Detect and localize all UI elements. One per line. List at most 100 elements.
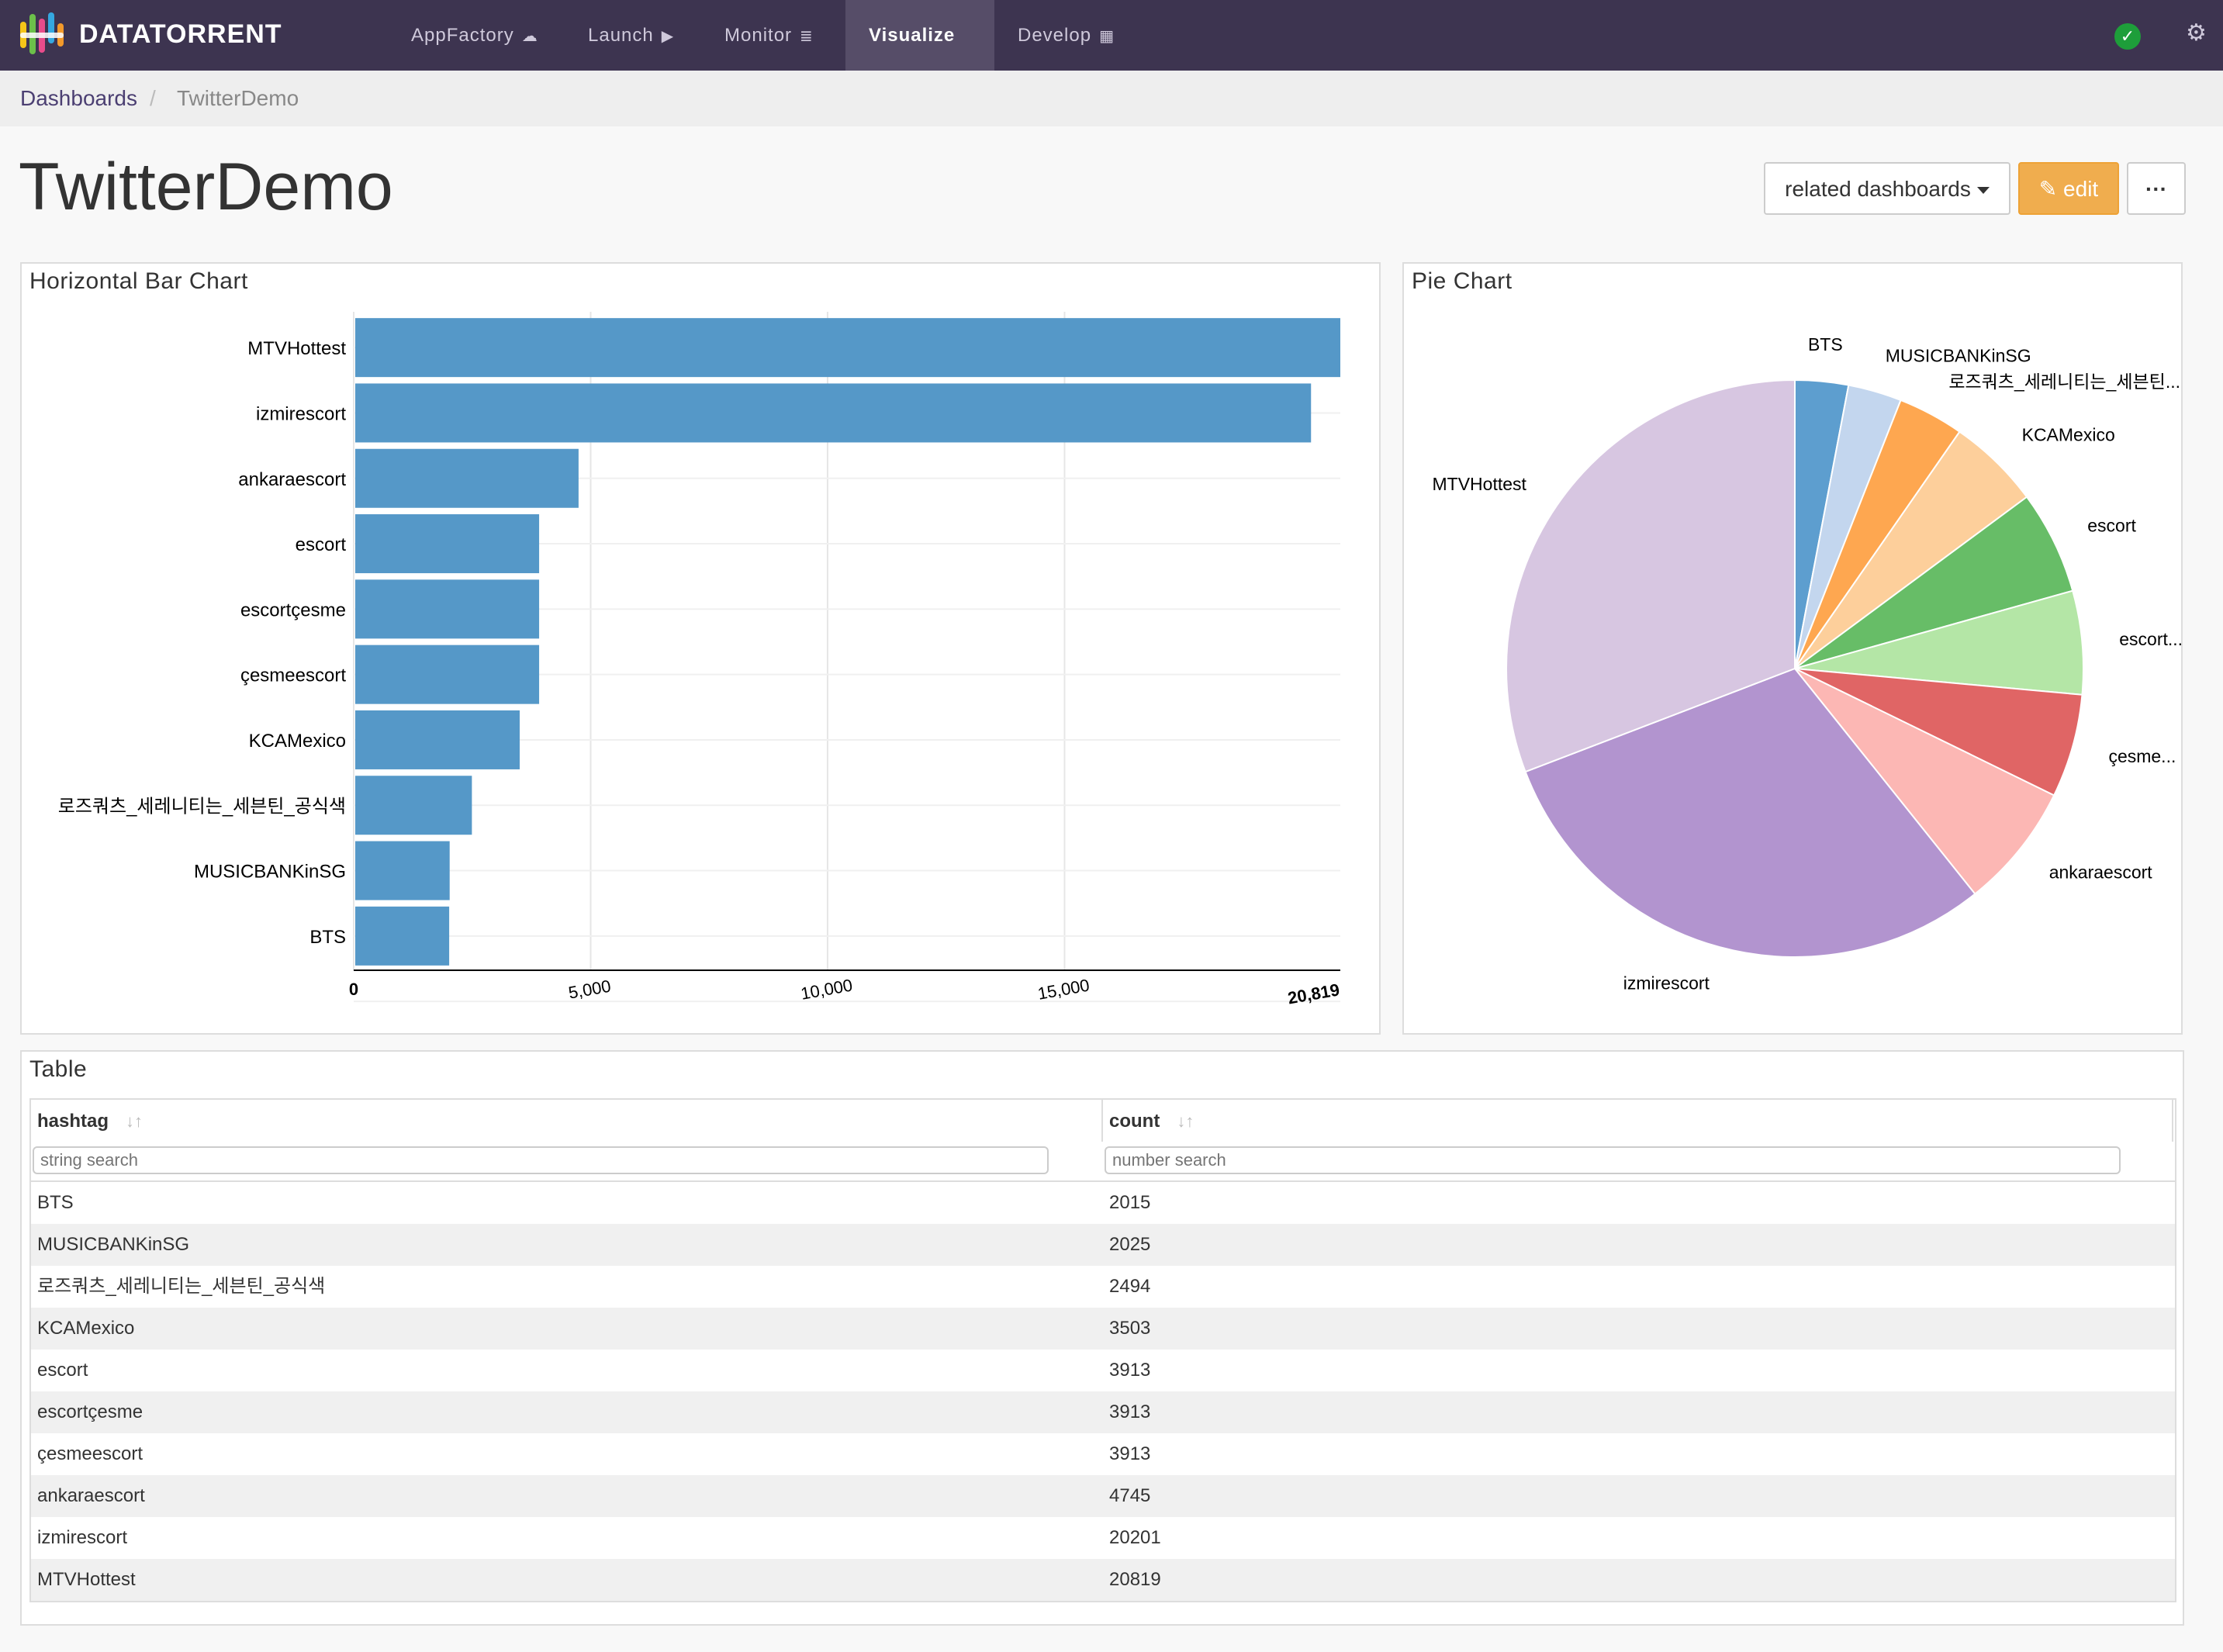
table-body: BTS 2015 MUSICBANKinSG 2025 로즈쿼츠_세레니티는_세븐틴… bbox=[29, 1182, 2176, 1602]
pie-slice-9[interactable] bbox=[1506, 378, 1796, 773]
widget-title: Pie Chart bbox=[1412, 268, 1513, 294]
breadcrumb-dashboards-link[interactable]: Dashboards bbox=[20, 86, 137, 110]
nav-label: Develop bbox=[1018, 25, 1092, 46]
pie-chart-widget: Pie Chart BTS MUSICBANKinSG 로즈쿼츠_세레니티는_세븐틴… bbox=[1402, 262, 2183, 1035]
data-table: hashtag ↓↑ count ↓↑ BTS 2015 MUSICBANKinSG 2… bbox=[29, 1098, 2176, 1602]
cell-hashtag: escortçesme bbox=[37, 1401, 143, 1422]
pie-slice-6[interactable] bbox=[1794, 668, 2083, 797]
x-tick-label: 5,000 bbox=[567, 976, 613, 1003]
category-label: KCAMexico bbox=[249, 731, 346, 752]
table-row: ankaraescort 4745 bbox=[31, 1475, 2175, 1517]
page-title: TwitterDemo bbox=[19, 150, 393, 224]
x-tick-label: 20,819 bbox=[1286, 980, 1341, 1007]
cell-hashtag: izmirescort bbox=[37, 1527, 128, 1548]
bar-5[interactable] bbox=[355, 645, 540, 704]
cell-count: 4745 bbox=[1109, 1485, 1151, 1506]
pie-slice-8[interactable] bbox=[1524, 667, 1976, 958]
table-row: KCAMexico 3503 bbox=[31, 1308, 2175, 1350]
category-label: ankaraescort bbox=[238, 469, 346, 490]
pencil-icon: ✎ bbox=[2038, 177, 2058, 201]
cell-count: 20819 bbox=[1109, 1569, 1161, 1590]
pie-label: KCAMexico bbox=[2022, 425, 2115, 445]
datatorrent-logo-icon bbox=[20, 12, 64, 54]
cell-count: 3913 bbox=[1109, 1443, 1151, 1464]
category-label: izmirescort bbox=[256, 403, 346, 424]
cell-count: 2494 bbox=[1109, 1276, 1151, 1297]
table-row: MUSICBANKinSG 2025 bbox=[31, 1224, 2175, 1266]
bar-1[interactable] bbox=[355, 383, 1312, 443]
pie-label: BTS bbox=[1808, 334, 1843, 354]
gear-icon[interactable]: ⚙ bbox=[2186, 20, 2207, 46]
play-icon: ▶ bbox=[661, 28, 675, 45]
bar-4[interactable] bbox=[355, 579, 540, 639]
bar-9[interactable] bbox=[355, 906, 450, 966]
bar-3[interactable] bbox=[355, 514, 540, 574]
nav-develop[interactable]: Develop ▦ bbox=[994, 0, 1138, 71]
bar-8[interactable] bbox=[355, 841, 450, 900]
pie-slice-7[interactable] bbox=[1794, 668, 2055, 895]
widget-title: Horizontal Bar Chart bbox=[29, 268, 248, 294]
count-search-input[interactable] bbox=[1105, 1146, 2121, 1174]
category-label: escortçesme bbox=[240, 600, 346, 620]
table-row: 로즈쿼츠_세레니티는_세븐틴_공식색 2494 bbox=[31, 1266, 2175, 1308]
table-row: MTVHottest 20819 bbox=[31, 1559, 2175, 1601]
x-tick-label: 15,000 bbox=[1036, 975, 1091, 1003]
column-label: hashtag bbox=[37, 1111, 109, 1132]
cell-hashtag: escort bbox=[37, 1360, 88, 1381]
nav-monitor[interactable]: Monitor ≣ bbox=[701, 0, 837, 71]
category-label: escort bbox=[296, 534, 347, 555]
pie-label: ankaraescort bbox=[2049, 862, 2153, 883]
category-label: MTVHottest bbox=[247, 338, 346, 359]
cell-hashtag: MTVHottest bbox=[37, 1569, 136, 1590]
pie-label: escort... bbox=[2119, 629, 2181, 649]
cell-hashtag: ankaraescort bbox=[37, 1485, 145, 1506]
breadcrumb-separator: / bbox=[150, 86, 156, 110]
category-label: BTS bbox=[309, 927, 346, 948]
table-row: escortçesme 3913 bbox=[31, 1391, 2175, 1433]
brand-logo[interactable]: DATATORRENT bbox=[20, 11, 282, 57]
category-label: MUSICBANKinSG bbox=[194, 862, 346, 883]
bar-6[interactable] bbox=[355, 710, 520, 769]
top-navbar: DATATORRENT AppFactory ☁ Launch ▶ Monitor ≣… bbox=[0, 0, 2223, 114]
category-label: çesmeescort bbox=[240, 665, 346, 686]
cell-hashtag: KCAMexico bbox=[37, 1318, 135, 1339]
cell-hashtag: MUSICBANKinSG bbox=[37, 1234, 190, 1255]
cloud-icon: ☁ bbox=[521, 28, 538, 45]
nav-launch[interactable]: Launch ▶ bbox=[565, 0, 697, 71]
x-tick-label: 0 bbox=[349, 980, 358, 999]
pie-label: çesme... bbox=[2108, 746, 2176, 766]
nav-visualize[interactable]: Visualize bbox=[845, 0, 994, 114]
grid-icon: ▦ bbox=[1099, 28, 1115, 45]
table-row: izmirescort 20201 bbox=[31, 1517, 2175, 1559]
server-icon: ≣ bbox=[800, 28, 814, 45]
hashtag-search-input[interactable] bbox=[33, 1146, 1049, 1174]
edit-label: edit bbox=[2063, 177, 2099, 201]
nav-appfactory[interactable]: AppFactory ☁ bbox=[388, 0, 562, 71]
sort-icon[interactable]: ↓↑ bbox=[126, 1111, 143, 1131]
related-dashboards-button[interactable]: related dashboards bbox=[1764, 162, 2010, 215]
cell-count: 3503 bbox=[1109, 1318, 1151, 1339]
horizontal-bar-chart: MTVHottest izmirescort ankaraescort escort e… bbox=[58, 312, 1341, 1008]
check-circle-icon[interactable]: ✓ bbox=[2114, 23, 2141, 50]
table-widget: Table hashtag ↓↑ count ↓↑ BTS 2015 MUSICBAN… bbox=[20, 1050, 2184, 1626]
pie-slice-4[interactable] bbox=[1794, 496, 2074, 669]
filter-row bbox=[29, 1142, 2176, 1182]
breadcrumb-current: TwitterDemo bbox=[177, 86, 299, 110]
pie-slice-5[interactable] bbox=[1794, 589, 2084, 696]
column-header-count[interactable]: count ↓↑ bbox=[1103, 1100, 2173, 1142]
breadcrumb: Dashboards / TwitterDemo bbox=[0, 71, 2223, 126]
bar-2[interactable] bbox=[355, 448, 579, 508]
column-header-hashtag[interactable]: hashtag ↓↑ bbox=[31, 1100, 1103, 1142]
cell-hashtag: çesmeescort bbox=[37, 1443, 143, 1464]
nav-label: Visualize bbox=[869, 25, 956, 46]
pie-label: izmirescort bbox=[1623, 973, 1710, 993]
sort-icon[interactable]: ↓↑ bbox=[1177, 1111, 1194, 1131]
cell-count: 2015 bbox=[1109, 1192, 1151, 1213]
more-options-button[interactable]: ··· bbox=[2127, 162, 2186, 215]
nav-label: Launch bbox=[588, 25, 654, 46]
edit-button[interactable]: ✎ edit bbox=[2018, 162, 2119, 215]
nav-label: Monitor bbox=[724, 25, 793, 46]
bar-chart-widget: Horizontal Bar Chart MTVHottest izmiresco… bbox=[20, 262, 1381, 1035]
bar-0[interactable] bbox=[355, 318, 1340, 378]
bar-7[interactable] bbox=[355, 776, 472, 835]
